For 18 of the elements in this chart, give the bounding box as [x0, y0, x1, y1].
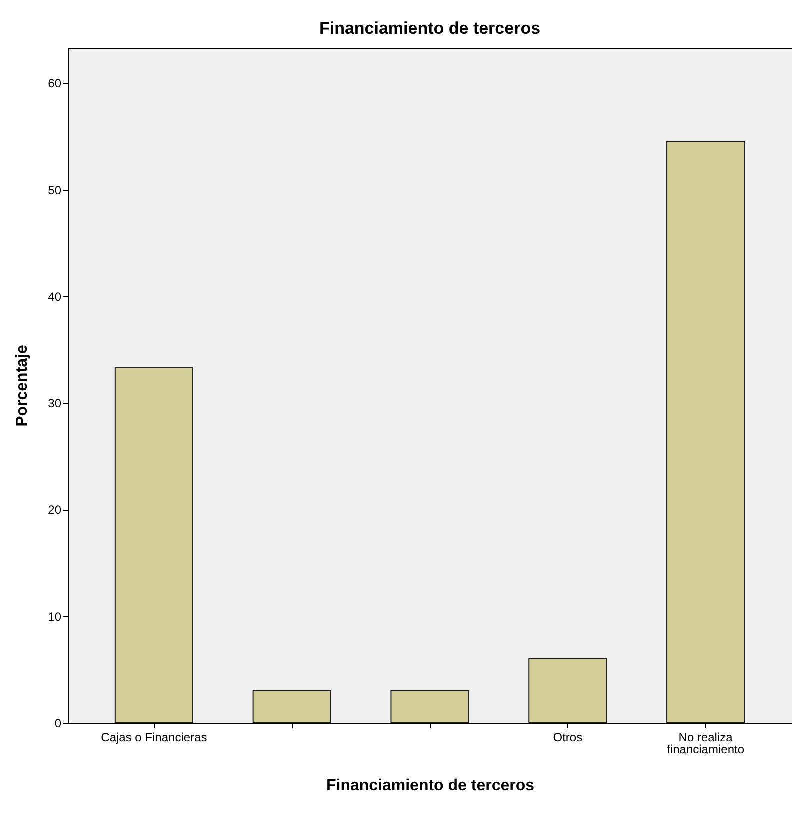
chart-title: Financiamiento de terceros	[319, 19, 541, 38]
y-tick-label: 60	[48, 76, 62, 91]
y-tick-label: 50	[48, 183, 62, 198]
x-tick-label: No realiza financiamiento	[667, 730, 745, 756]
bar	[114, 367, 194, 724]
x-axis-title: Financiamiento de terceros	[326, 778, 535, 794]
y-tick-label: 40	[48, 290, 62, 304]
bar	[390, 690, 470, 724]
y-tick-label: 10	[48, 610, 62, 624]
y-tick-label: 20	[48, 503, 62, 518]
x-tick-label: Otros	[553, 730, 583, 744]
x-tick-label: Cajas o Financieras	[101, 730, 208, 744]
bar	[666, 141, 746, 724]
y-tick-label: 0	[54, 716, 62, 730]
bar	[528, 658, 608, 724]
y-tick-label: 30	[48, 396, 62, 411]
y-axis-title: Porcentaje	[14, 344, 32, 427]
bar	[252, 690, 332, 724]
